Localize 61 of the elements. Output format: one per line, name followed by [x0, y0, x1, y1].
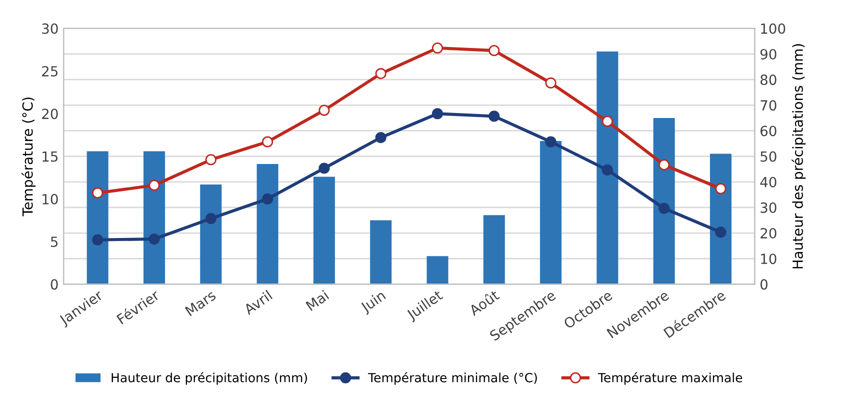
point [375, 132, 386, 144]
point [658, 202, 670, 214]
y2-tick-label: 70 [760, 100, 776, 111]
point [488, 45, 500, 56]
y2-tick-label: 30 [760, 202, 776, 213]
bar [540, 140, 562, 284]
x-tick-label: Mai [305, 290, 330, 312]
y-axis-title: Température (°C) [22, 98, 36, 216]
point [205, 154, 216, 166]
y-tick-label: 15 [42, 151, 58, 162]
bar [426, 256, 448, 284]
point [262, 136, 274, 148]
bar [710, 154, 732, 284]
y2-tick-label: 10 [761, 254, 776, 264]
y2-tick-label: 40 [760, 176, 776, 188]
y2-tick-label: 90 [760, 48, 776, 60]
y2-tick-label: 0 [760, 279, 768, 290]
y-tick-label: 0 [50, 279, 58, 290]
bar [313, 176, 335, 284]
legend-label: Température maximale [598, 372, 742, 385]
point [375, 68, 386, 80]
point [715, 226, 726, 238]
y-tick-label: 30 [42, 23, 58, 34]
point [715, 183, 726, 194]
y-tick-label: 10 [42, 194, 58, 204]
y2-tick-label: 100 [761, 23, 786, 34]
point [92, 187, 104, 199]
point [545, 136, 556, 148]
legend-label: Hauteur de précipitations (mm) [112, 372, 307, 385]
bar [483, 215, 505, 284]
y2-tick-label: 60 [760, 126, 776, 136]
point [318, 104, 330, 116]
y-tick-label: 20 [42, 108, 58, 120]
point [148, 180, 160, 191]
y-tick-label: 25 [42, 66, 58, 77]
y-tick-label: 5 [50, 236, 58, 248]
point [602, 116, 613, 127]
bar [256, 164, 278, 284]
point [432, 108, 444, 120]
bar [200, 184, 222, 284]
bar [596, 51, 618, 284]
point [488, 110, 500, 122]
point [545, 77, 556, 89]
x-tick-label: Juin [359, 290, 388, 316]
point [658, 159, 670, 170]
legend-label: Température minimale (°C) [368, 372, 537, 385]
bar [370, 220, 392, 284]
point [262, 193, 274, 204]
point [148, 233, 160, 245]
y2-tick-label: 50 [760, 151, 776, 162]
y2-tick-label: 80 [760, 74, 776, 86]
bar [143, 151, 165, 284]
y2-axis-title: Hauteur des précipitations (mm) [792, 44, 806, 268]
point [602, 164, 613, 176]
bar [86, 151, 108, 284]
point [205, 212, 216, 224]
point [318, 162, 330, 174]
y2-tick-label: 20 [760, 228, 776, 239]
bar [653, 118, 675, 284]
point [432, 42, 444, 54]
point [92, 234, 104, 246]
